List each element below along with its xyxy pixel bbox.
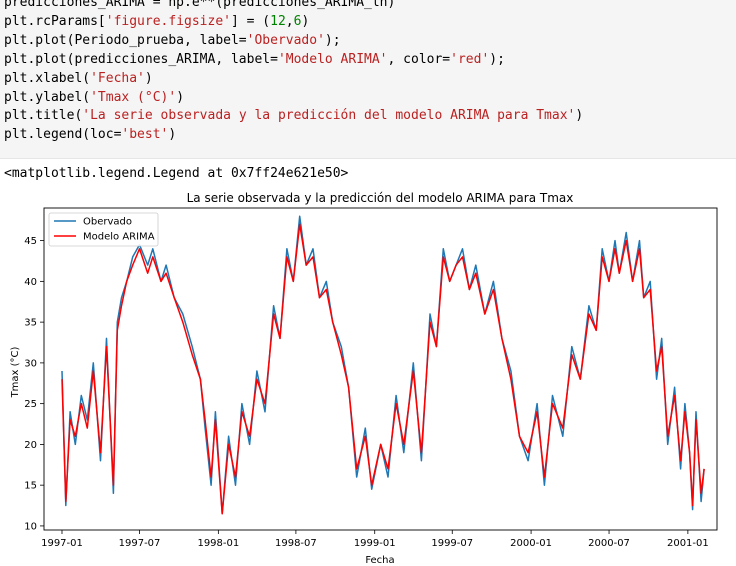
code-editor[interactable]: predicciones_ARIMA = np.e**(predicciones… bbox=[0, 0, 736, 145]
x-axis-label: Fecha bbox=[365, 555, 394, 566]
y-tick-label: 20 bbox=[24, 440, 37, 451]
legend-box bbox=[48, 212, 159, 247]
code-number: 6 bbox=[293, 13, 302, 29]
legend-label-observado: Obervado bbox=[83, 217, 132, 228]
code-number: 12 bbox=[270, 13, 286, 29]
cell-output-text: <matplotlib.legend.Legend at 0x7ff24e621… bbox=[4, 166, 349, 181]
y-tick-label: 10 bbox=[24, 521, 37, 532]
code-line: plt.title('La serie observada y la predi… bbox=[4, 108, 583, 123]
code-line: plt.plot(Periodo_prueba, label='Obervado… bbox=[4, 33, 341, 48]
code-string: 'best' bbox=[121, 127, 169, 143]
y-tick-label: 15 bbox=[24, 481, 37, 492]
code-line: plt.legend(loc='best') bbox=[4, 127, 176, 142]
code-text: , bbox=[285, 13, 294, 29]
code-text: plt.ylabel( bbox=[4, 89, 91, 105]
code-string: 'red' bbox=[450, 51, 490, 67]
code-string: 'Fecha' bbox=[90, 70, 145, 86]
line-chart: La serie observada y la predicción del m… bbox=[10, 191, 718, 566]
series-line-modelo-arima bbox=[61, 223, 705, 515]
x-tick-label: 2000-07 bbox=[588, 538, 630, 549]
code-string: 'figure.figsize' bbox=[105, 13, 231, 29]
x-tick-label: 1997-07 bbox=[119, 538, 161, 549]
y-axis-label: Tmax (°C) bbox=[10, 346, 21, 398]
y-tick-label: 40 bbox=[24, 277, 37, 288]
code-text: ) bbox=[144, 70, 153, 86]
code-string: 'Tmax (°C)' bbox=[90, 89, 177, 105]
x-tick-label: 2001-01 bbox=[667, 538, 709, 549]
code-line: predicciones_ARIMA = np.e**(predicciones… bbox=[4, 0, 395, 10]
code-text: predicciones_ARIMA = np.e**(predicciones… bbox=[4, 0, 396, 10]
x-tick-label: 1997-01 bbox=[41, 538, 83, 549]
code-text: ) bbox=[168, 127, 177, 143]
y-tick-label: 30 bbox=[24, 358, 37, 369]
x-tick-label: 2000-01 bbox=[510, 538, 552, 549]
code-line: plt.ylabel('Tmax (°C)') bbox=[4, 90, 184, 105]
y-tick-label: 35 bbox=[24, 318, 37, 329]
code-string: 'Modelo ARIMA' bbox=[277, 51, 388, 67]
code-text: plt.title( bbox=[4, 108, 83, 124]
legend-label-arima: Modelo ARIMA bbox=[83, 232, 155, 243]
code-line: plt.rcParams['figure.figsize'] = (12,6) bbox=[4, 14, 309, 29]
x-tick-label: 1998-01 bbox=[197, 538, 239, 549]
y-tick-label: 45 bbox=[24, 236, 37, 247]
code-text: ) bbox=[176, 89, 185, 105]
code-text: ) bbox=[575, 108, 584, 124]
code-cell[interactable]: predicciones_ARIMA = np.e**(predicciones… bbox=[0, 0, 736, 159]
x-tick-label: 1999-01 bbox=[354, 538, 396, 549]
code-text: plt.legend(loc= bbox=[4, 127, 122, 143]
series-line-observado bbox=[61, 215, 705, 515]
code-text: plt.plot(predicciones_ARIMA, label= bbox=[4, 51, 278, 67]
code-text: ) bbox=[301, 13, 310, 29]
code-string: 'La serie observada y la predicción del … bbox=[82, 108, 576, 124]
code-text: ); bbox=[324, 32, 341, 48]
x-tick-label: 1998-07 bbox=[275, 538, 317, 549]
code-text: plt.rcParams[ bbox=[4, 13, 106, 29]
code-text: ] = ( bbox=[230, 13, 271, 29]
code-string: 'Obervado' bbox=[246, 32, 325, 48]
code-text: plt.plot(Periodo_prueba, label= bbox=[4, 32, 247, 48]
y-tick-label: 25 bbox=[24, 399, 37, 410]
legend: Obervado Modelo ARIMA bbox=[48, 212, 159, 247]
chart-title: La serie observada y la predicción del m… bbox=[187, 191, 574, 205]
code-line: plt.plot(predicciones_ARIMA, label='Mode… bbox=[4, 52, 505, 67]
x-tick-label: 1999-07 bbox=[431, 538, 473, 549]
code-text: plt.xlabel( bbox=[4, 70, 91, 86]
code-text: ); bbox=[489, 51, 505, 67]
code-text: , color= bbox=[387, 51, 451, 67]
plot-area-frame bbox=[43, 207, 718, 531]
code-line: plt.xlabel('Fecha') bbox=[4, 71, 153, 86]
